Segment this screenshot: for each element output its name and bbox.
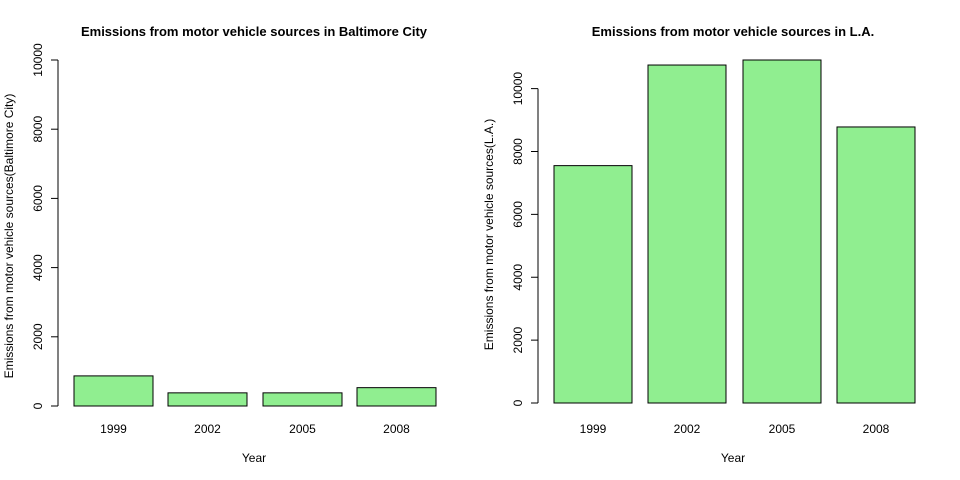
- x-axis-label: Year: [721, 451, 745, 465]
- y-tick-label: 8000: [511, 138, 525, 165]
- category-label: 2008: [863, 422, 890, 436]
- category-label: 1999: [580, 422, 607, 436]
- y-tick-label: 0: [31, 402, 45, 409]
- baltimore-chart: Emissions from motor vehicle sources in …: [2, 24, 437, 465]
- x-axis-label: Year: [242, 451, 266, 465]
- y-tick-label: 10000: [511, 72, 525, 106]
- category-label: 2002: [194, 422, 221, 436]
- los-angeles-chart: Emissions from motor vehicle sources in …: [482, 24, 916, 465]
- category-label: 2005: [769, 422, 796, 436]
- y-tick-label: 6000: [31, 185, 45, 212]
- y-tick-label: 10000: [31, 43, 45, 77]
- bar-1999: [553, 165, 633, 404]
- category-label: 1999: [100, 422, 127, 436]
- bar-2005: [742, 59, 822, 404]
- chart-title: Emissions from motor vehicle sources in …: [592, 24, 874, 39]
- category-label: 2008: [383, 422, 410, 436]
- y-axis-label: Emissions from motor vehicle sources(L.A…: [482, 119, 496, 350]
- category-label: 2002: [674, 422, 701, 436]
- y-tick-label: 4000: [31, 254, 45, 281]
- bar-2002: [647, 64, 727, 404]
- chart-title: Emissions from motor vehicle sources in …: [81, 24, 428, 39]
- bar-2005: [262, 392, 343, 407]
- y-tick-label: 6000: [511, 201, 525, 228]
- bar-2008: [356, 387, 437, 407]
- bar-2002: [167, 392, 248, 407]
- y-axis-label: Emissions from motor vehicle sources(Bal…: [2, 94, 16, 379]
- y-tick-label: 2000: [31, 323, 45, 350]
- y-tick-label: 8000: [31, 116, 45, 143]
- y-tick-label: 4000: [511, 264, 525, 291]
- bar-1999: [73, 375, 154, 407]
- category-label: 2005: [289, 422, 316, 436]
- bar-2008: [836, 126, 916, 404]
- y-tick-label: 0: [511, 399, 525, 406]
- y-tick-label: 2000: [511, 326, 525, 353]
